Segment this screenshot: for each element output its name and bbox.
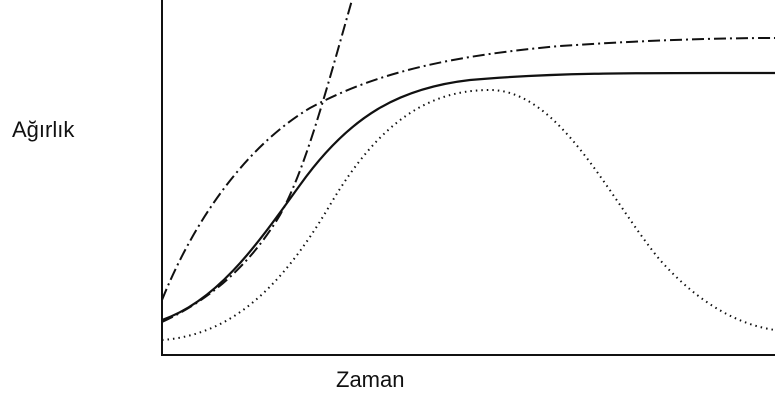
x-axis-label: Zaman — [336, 367, 404, 392]
dotted-curve — [161, 88, 775, 341]
dash-dot-curve — [161, 37, 775, 301]
y-axis-label: Ağırlık — [12, 117, 75, 142]
solid-curve — [161, 71, 775, 322]
steep-dash-dot-curve — [161, 0, 353, 323]
